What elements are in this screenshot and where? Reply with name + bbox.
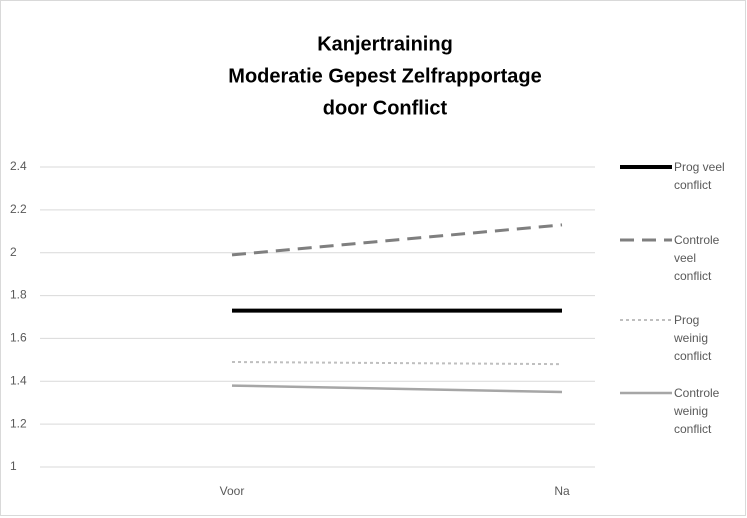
y-tick-label: 1.8 bbox=[10, 288, 27, 302]
legend-label: Prog weinig conflict bbox=[674, 313, 712, 363]
y-tick-label: 1.4 bbox=[10, 373, 27, 387]
y-tick-label: 2.4 bbox=[10, 159, 27, 173]
legend-label: Controle veel conflict bbox=[674, 233, 720, 283]
x-tick-label: Na bbox=[554, 484, 570, 498]
y-tick-label: 2 bbox=[10, 245, 17, 259]
series-line bbox=[231, 223, 563, 257]
legend-label: Controle weinig conflict bbox=[674, 386, 720, 436]
series-line bbox=[231, 361, 563, 366]
y-tick-label: 1 bbox=[10, 459, 17, 473]
chart-title: Kanjertraining bbox=[317, 33, 453, 55]
legend-label: Prog veel conflict bbox=[674, 160, 725, 192]
x-tick-label: Voor bbox=[220, 484, 245, 498]
y-tick-label: 2.2 bbox=[10, 202, 27, 216]
chart-title: door Conflict bbox=[323, 97, 448, 119]
chart-title: Moderatie Gepest Zelfrapportage bbox=[228, 65, 541, 87]
series-line bbox=[231, 384, 563, 394]
y-tick-label: 1.6 bbox=[10, 331, 27, 345]
y-tick-label: 1.2 bbox=[10, 416, 27, 430]
